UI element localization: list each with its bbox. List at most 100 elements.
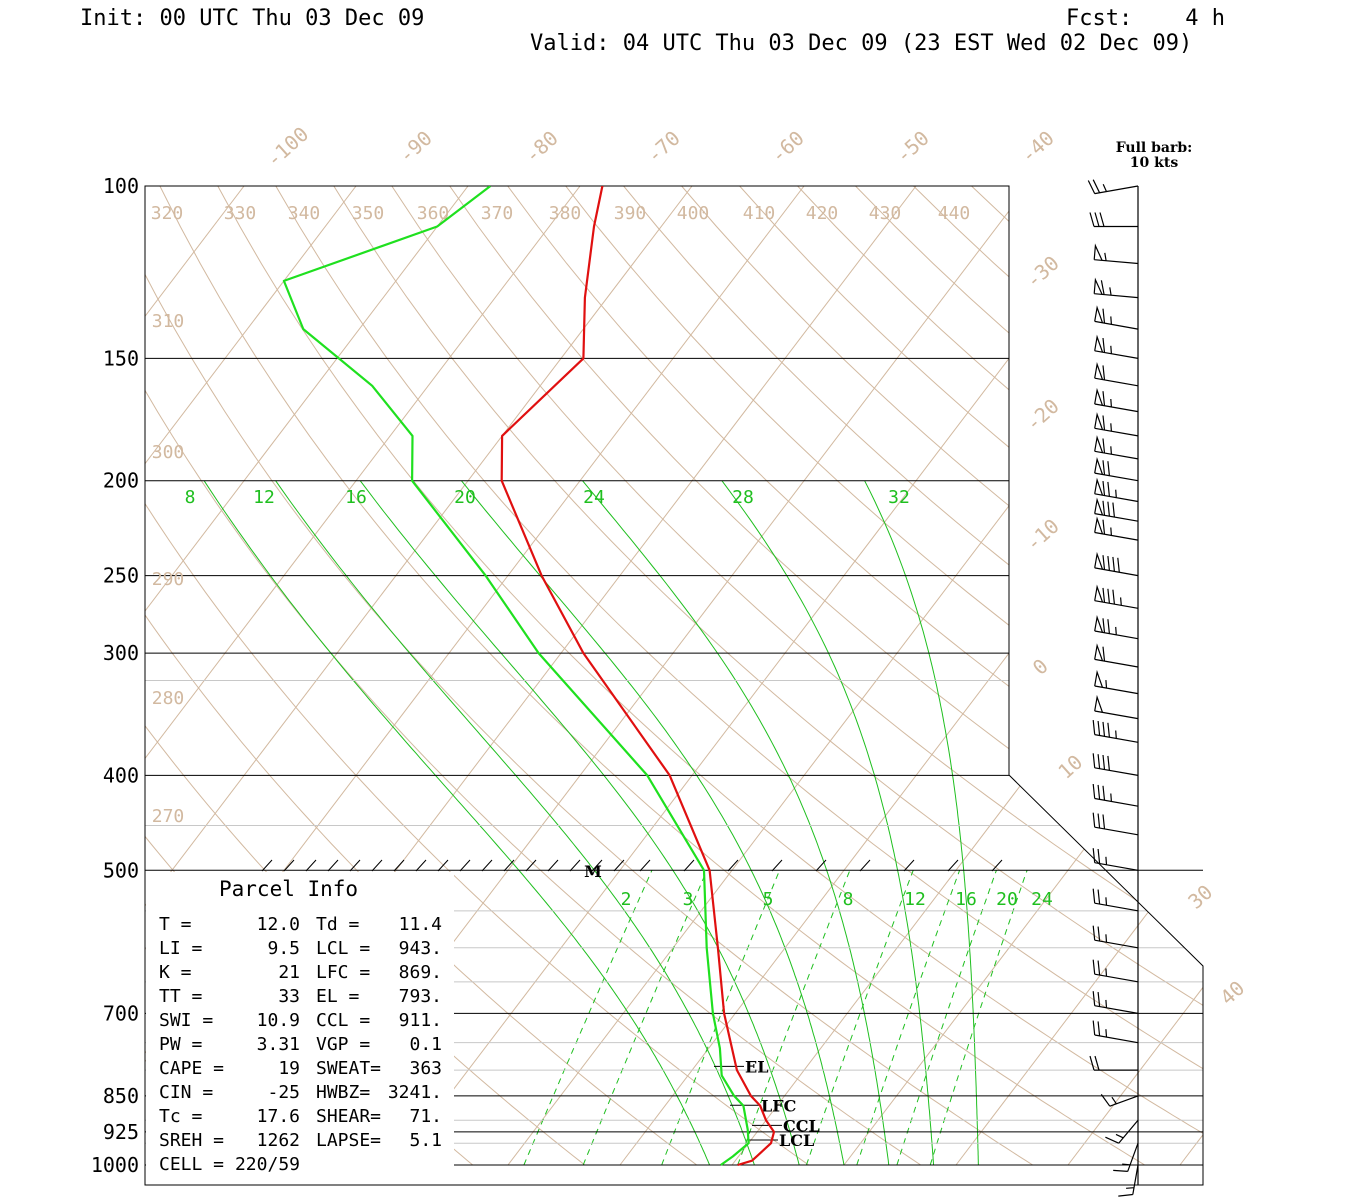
parcel-info-value: 71.	[409, 1106, 442, 1127]
tropopause-hatch	[591, 859, 603, 872]
pressure-label: 150	[103, 346, 139, 370]
tropopause-hatch	[481, 859, 493, 872]
mixing-ratio-line	[929, 870, 1028, 1166]
parcel-info-value: 19	[278, 1058, 300, 1079]
dry-adiabat	[855, 186, 1203, 1166]
parcel-info-value: 10.9	[257, 1010, 300, 1031]
level-marker-el: EL	[745, 1057, 768, 1076]
dry-adiabat	[565, 186, 1203, 1166]
moist-adiabat	[461, 480, 845, 1166]
parcel-info-label: Tc =	[159, 1106, 203, 1127]
isotherm-label: -70	[642, 126, 685, 168]
wind-barb	[1094, 643, 1139, 668]
pressure-label: 1000	[91, 1153, 139, 1177]
tropopause-hatch	[503, 859, 515, 872]
isotherm-label: -60	[766, 126, 809, 168]
parcel-info-value: 0.1	[409, 1034, 442, 1055]
isotherm	[0, 186, 20, 1165]
mixing-ratio-label: 24	[1031, 889, 1053, 910]
theta-label: 380	[549, 203, 582, 224]
wind-barb	[1094, 412, 1139, 437]
mixing-ratio-label: 3	[683, 889, 694, 910]
dry-adiabat	[1029, 186, 1203, 1166]
tropopause-hatch	[815, 859, 827, 872]
tropopause-hatch	[683, 859, 695, 872]
theta-label: 430	[869, 203, 902, 224]
parcel-info-label: CAPE =	[159, 1058, 224, 1079]
tropopause-hatch	[903, 859, 915, 872]
wind-barb	[1100, 1094, 1139, 1107]
wind-barb	[1087, 179, 1139, 195]
isotherm	[145, 186, 357, 1166]
parcel-info-value: 5.1	[409, 1130, 442, 1151]
theta-label: 320	[151, 203, 184, 224]
mixing-ratio-label: 20	[996, 889, 1018, 910]
moist-adiabat-label: 28	[732, 487, 754, 508]
pressure-label: 200	[103, 469, 139, 493]
wind-barb	[1092, 959, 1139, 983]
parcel-info-label: T =	[159, 914, 192, 935]
wind-barb	[1092, 720, 1139, 743]
parcel-info-label: SREH =	[159, 1130, 224, 1151]
parcel-info-label: VGP =	[316, 1034, 370, 1055]
parcel-info-label: TT =	[159, 986, 203, 1007]
level-marker-lfc: LFC	[761, 1096, 796, 1115]
wind-barb	[1092, 812, 1139, 836]
theta-label: 340	[288, 203, 321, 224]
parcel-info-value: 33	[278, 986, 300, 1007]
tropopause-hatch	[639, 859, 651, 872]
wind-barb	[1092, 991, 1139, 1014]
moist-adiabat-label: 12	[253, 487, 275, 508]
pressure-label: 100	[103, 174, 139, 198]
pressure-label: 250	[103, 564, 139, 588]
wind-barb	[1094, 584, 1139, 609]
dry-adiabat	[391, 186, 1203, 1166]
parcel-info-label: SWEAT=	[316, 1058, 381, 1079]
wind-barb	[1094, 497, 1139, 522]
mixing-ratio-label: 16	[955, 889, 977, 910]
wind-barb	[1092, 753, 1139, 776]
mixing-ratio-line	[805, 870, 914, 1166]
tropopause-hatch	[283, 859, 295, 872]
wind-barb	[1105, 1119, 1139, 1144]
pressure-label: 300	[103, 641, 139, 665]
parcel-info-label: HWBZ=	[316, 1082, 370, 1103]
isotherm	[507, 186, 1203, 1166]
parcel-info-value: 3241.	[388, 1082, 442, 1103]
wind-barb	[1094, 669, 1139, 695]
wind-barb	[1092, 783, 1139, 807]
theta-label: 270	[152, 806, 185, 827]
parcel-info-label: K =	[159, 962, 192, 983]
wind-barb	[1092, 925, 1139, 949]
pressure-label: 500	[103, 858, 139, 882]
tropopause-hatch	[859, 859, 871, 872]
dry-adiabat	[333, 186, 1203, 1166]
wind-barb	[1113, 1142, 1139, 1172]
isotherm-label: 30	[1183, 880, 1217, 914]
parcel-info-value: 869.	[399, 962, 442, 983]
parcel-info-value: 943.	[399, 938, 442, 959]
theta-label: 280	[152, 688, 185, 709]
wind-barb	[1118, 1164, 1139, 1197]
init-time: Init: 00 UTC Thu 03 Dec 09	[80, 6, 425, 31]
parcel-info-label: CCL =	[316, 1010, 370, 1031]
isotherm-label: -10	[1021, 514, 1064, 556]
isotherm	[145, 186, 469, 1166]
pressure-label: 850	[103, 1084, 139, 1108]
valid-time: Valid: 04 UTC Thu 03 Dec 09 (23 EST Wed …	[530, 31, 1193, 56]
moist-adiabat-label: 32	[888, 487, 910, 508]
wind-barb	[1094, 477, 1139, 503]
pressure-label: 925	[103, 1120, 139, 1144]
forecast-hour: Fcst: 4 h	[1066, 6, 1225, 31]
theta-label: 390	[614, 203, 647, 224]
dry-adiabat	[681, 186, 1203, 1166]
parcel-info-label: LI =	[159, 938, 203, 959]
parcel-info-panel	[146, 872, 454, 1184]
parcel-info-label: LAPSE=	[316, 1130, 381, 1151]
mixing-ratio-line	[737, 870, 851, 1166]
wind-barb	[1093, 277, 1139, 299]
parcel-info-value: 11.4	[399, 914, 442, 935]
isotherm-label: -100	[261, 122, 313, 172]
tropopause-hatch	[327, 859, 339, 872]
